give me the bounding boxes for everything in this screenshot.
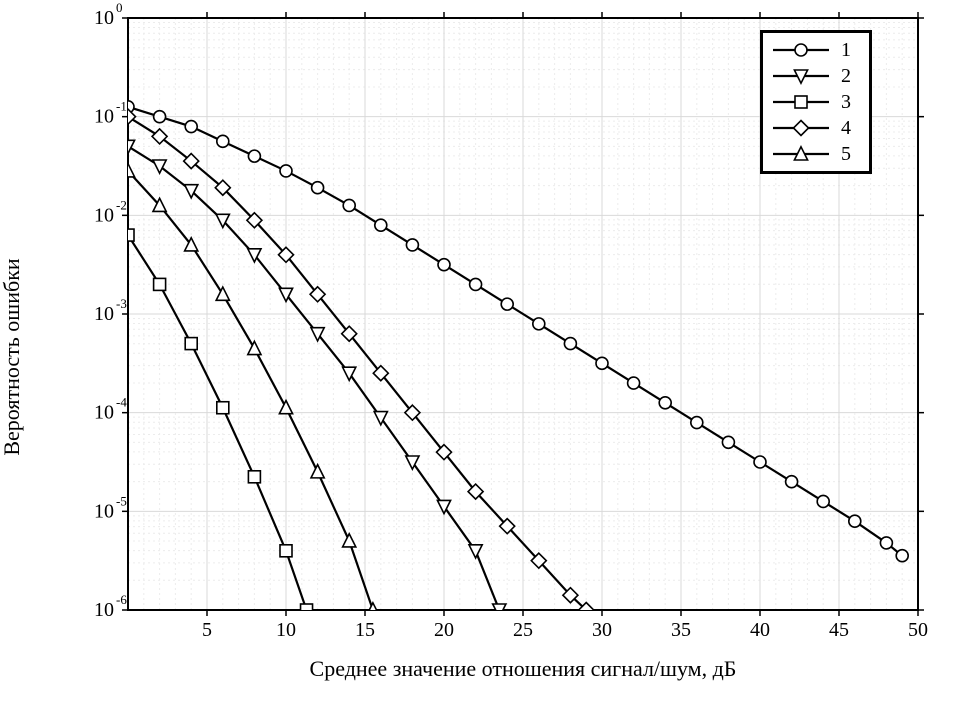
legend-item: 2: [771, 63, 857, 89]
y-tick-label: 10: [94, 303, 114, 325]
x-tick-label: 20: [434, 619, 454, 641]
y-tick-label: 10: [94, 204, 114, 226]
legend-label: 3: [841, 91, 857, 114]
y-tick-label: 10: [94, 402, 114, 424]
legend-swatch: [771, 118, 831, 138]
legend-item: 4: [771, 115, 857, 141]
legend-swatch: [771, 66, 831, 86]
x-tick-label: 50: [908, 619, 928, 641]
series-markers-5: [121, 164, 379, 616]
legend-item: 5: [771, 141, 857, 167]
legend-swatch: [771, 144, 831, 164]
x-tick-label: 45: [829, 619, 849, 641]
series-markers-2: [121, 140, 506, 617]
y-tick-label: 10: [94, 106, 114, 128]
x-tick-label: 25: [513, 619, 533, 641]
x-tick-label: 30: [592, 619, 612, 641]
svg-text:0: 0: [116, 0, 123, 15]
legend-swatch: [771, 92, 831, 112]
legend-label: 5: [841, 143, 857, 166]
legend-item: 1: [771, 37, 857, 63]
svg-text:-5: -5: [116, 493, 127, 508]
series-line-4: [128, 117, 586, 610]
x-tick-label: 10: [276, 619, 296, 641]
y-tick-label: 10: [94, 500, 114, 522]
legend-swatch: [771, 40, 831, 60]
y-tick-label: 10: [94, 599, 114, 621]
svg-text:-3: -3: [116, 296, 127, 311]
y-tick-label: 10: [94, 7, 114, 29]
svg-text:-2: -2: [116, 197, 127, 212]
svg-text:-6: -6: [116, 592, 127, 607]
legend-item: 3: [771, 89, 857, 115]
legend-label: 4: [841, 117, 857, 140]
legend-label: 1: [841, 39, 857, 62]
legend-label: 2: [841, 65, 857, 88]
legend: 1 2 3 4 5: [760, 30, 872, 174]
x-tick-label: 35: [671, 619, 691, 641]
svg-text:-4: -4: [116, 395, 127, 410]
x-axis-label: Среднее значение отношения сигнал/шум, д…: [310, 656, 737, 681]
x-tick-label: 15: [355, 619, 375, 641]
svg-text:-1: -1: [116, 99, 127, 114]
y-axis-label: Вероятность ошибки: [0, 258, 25, 455]
x-tick-label: 5: [202, 619, 212, 641]
x-tick-label: 40: [750, 619, 770, 641]
